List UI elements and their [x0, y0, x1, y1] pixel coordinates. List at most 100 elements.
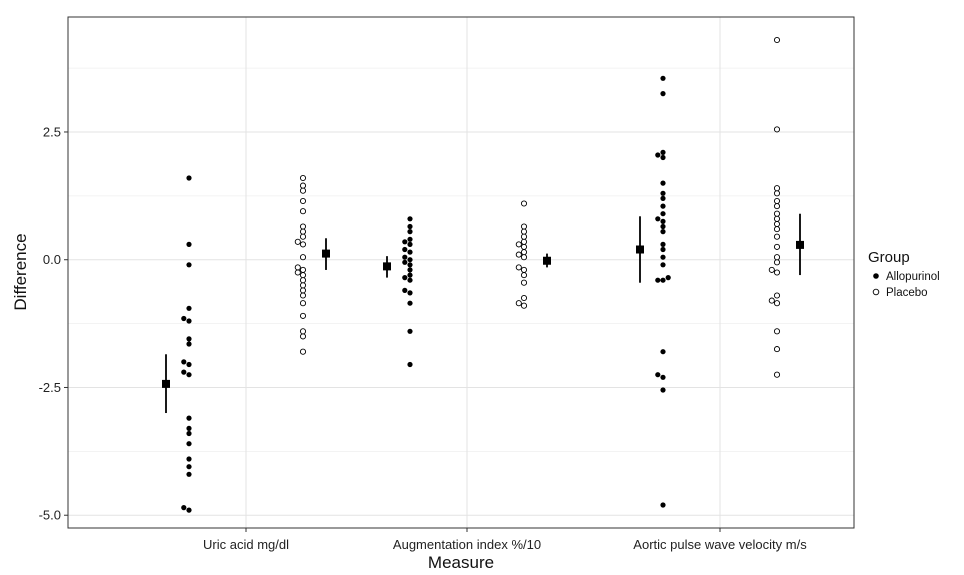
allopurinol-point	[186, 336, 192, 342]
placebo-point	[299, 333, 307, 340]
allopurinol-point	[402, 259, 408, 265]
allopurinol-point	[186, 175, 192, 181]
allopurinol-point	[402, 246, 408, 253]
placebo-point	[515, 300, 522, 307]
placebo-point	[299, 300, 307, 307]
allopurinol-point	[660, 349, 666, 355]
allopurinol-point	[186, 341, 192, 347]
allopurinol-point	[660, 374, 666, 380]
placebo-point	[773, 300, 781, 307]
y-tick-label: 2.5	[43, 124, 61, 139]
placebo-point	[773, 292, 781, 299]
grid	[68, 17, 854, 528]
allopurinol-point	[186, 305, 192, 311]
allopurinol-point	[407, 249, 413, 255]
allopurinol-point	[660, 190, 666, 196]
placebo-point	[299, 287, 307, 294]
placebo-point	[520, 200, 528, 207]
allopurinol-point	[407, 290, 413, 296]
allopurinol-point	[186, 471, 192, 477]
placebo-point	[299, 241, 307, 248]
allopurinol-point	[186, 361, 192, 368]
placebo-point	[520, 223, 528, 230]
placebo-point	[773, 269, 781, 276]
placebo-point	[520, 254, 528, 261]
placebo-point	[773, 210, 781, 217]
x-axis-title: Measure	[428, 553, 494, 572]
allopurinol-point	[407, 236, 413, 242]
placebo-point	[773, 197, 781, 205]
placebo-point	[299, 277, 307, 284]
placebo-point	[773, 259, 781, 266]
placebo-point	[299, 312, 307, 319]
allopurinol-point	[407, 262, 413, 268]
allopurinol-point	[660, 262, 666, 268]
y-tick-label: -2.5	[39, 380, 61, 395]
legend-label: Allopurinol	[886, 271, 940, 283]
allopurinol-point	[186, 430, 192, 437]
legend-key-placebo	[872, 288, 880, 296]
allopurinol-point	[407, 267, 413, 273]
allopurinol-point	[660, 223, 666, 230]
allopurinol-point	[181, 359, 187, 365]
mean-marker	[796, 240, 804, 249]
x-tick-label: Uric acid mg/dl	[203, 537, 289, 552]
placebo-point	[515, 251, 522, 258]
placebo-point	[520, 294, 528, 302]
allopurinol-point	[181, 505, 187, 511]
mean-marker	[543, 256, 551, 265]
allopurinol-point	[402, 254, 408, 260]
allopurinol-point	[660, 149, 666, 155]
placebo-point	[299, 228, 307, 235]
placebo-point	[520, 238, 528, 245]
allopurinol-point	[407, 241, 413, 247]
allopurinol-point	[407, 328, 413, 334]
placebo-point	[294, 238, 301, 245]
placebo-point	[299, 328, 307, 335]
placebo-point	[773, 233, 781, 240]
allopurinol-point	[402, 239, 408, 245]
placebo-point	[773, 328, 781, 335]
x-tick-label: Augmentation index %/10	[393, 537, 541, 552]
placebo-point	[515, 241, 522, 248]
allopurinol-point	[407, 300, 413, 306]
allopurinol-point	[186, 262, 192, 268]
allopurinol-point	[186, 241, 192, 247]
allopurinol-point	[407, 216, 413, 222]
allopurinol-point	[402, 287, 408, 293]
placebo-point	[520, 279, 528, 286]
placebo-point	[773, 226, 781, 233]
axes: -5.0 -2.5 0.0 2.5 Uric acid mg/dl Augmentatio…	[39, 124, 808, 552]
y-axis-title: Difference	[11, 233, 30, 310]
placebo-point	[773, 254, 781, 261]
mean-marker	[383, 262, 391, 271]
allopurinol-point	[655, 152, 661, 158]
placebo-point	[294, 264, 301, 271]
placebo-point	[294, 269, 301, 276]
allopurinol-point	[660, 254, 666, 260]
allopurinol-point	[186, 425, 192, 431]
allopurinol-point	[186, 372, 192, 378]
placebo-point	[515, 264, 522, 271]
placebo-point	[299, 282, 307, 289]
allopurinol-point	[660, 502, 666, 508]
allopurinol-point	[186, 318, 192, 324]
allopurinol-point	[186, 415, 192, 421]
allopurinol-point	[407, 361, 413, 368]
placebo-point	[520, 302, 528, 309]
allopurinol-point	[655, 277, 661, 283]
allopurinol-point	[660, 218, 666, 224]
placebo-point	[773, 185, 781, 192]
legend: Group Allopurinol Placebo	[868, 249, 940, 299]
x-tick-label: Aortic pulse wave velocity m/s	[633, 537, 807, 552]
allopurinol-point	[186, 464, 192, 470]
allopurinol-point	[660, 180, 666, 186]
placebo-point	[768, 297, 775, 304]
mean-marker	[636, 245, 644, 254]
allopurinol-point	[181, 369, 187, 375]
allopurinol-point	[660, 246, 666, 253]
legend-title: Group	[868, 249, 910, 266]
placebo-point	[773, 36, 781, 44]
placebo-point	[299, 223, 307, 230]
placebo-point	[299, 187, 307, 194]
